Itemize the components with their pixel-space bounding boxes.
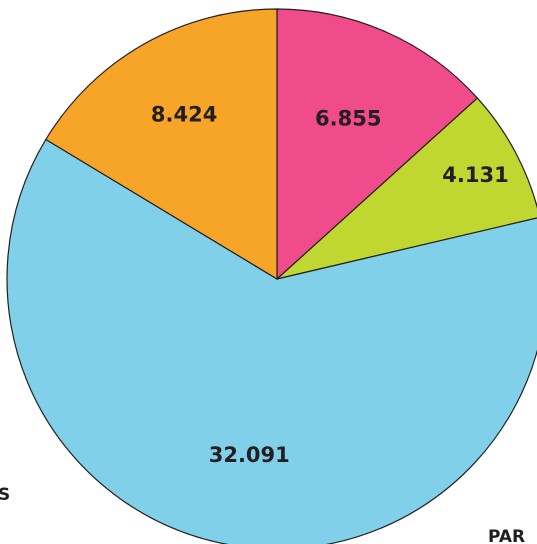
labels-layer: 6.855 4.131 32.091 8.424 [151, 102, 509, 467]
slice-value-label: 4.131 [442, 163, 508, 187]
pie-slice [276, 8, 479, 281]
slice-value-label: 32.091 [209, 443, 290, 467]
slice-value-label: 6.855 [315, 107, 381, 131]
cropped-category-label-left: S [0, 485, 10, 505]
slices-layer [6, 8, 537, 544]
cropped-category-label-right: PAR [488, 527, 525, 544]
pie-slice [45, 8, 278, 281]
pie-slice [6, 138, 537, 544]
slice-value-label: 8.424 [151, 102, 217, 126]
pie-slice [276, 97, 537, 280]
